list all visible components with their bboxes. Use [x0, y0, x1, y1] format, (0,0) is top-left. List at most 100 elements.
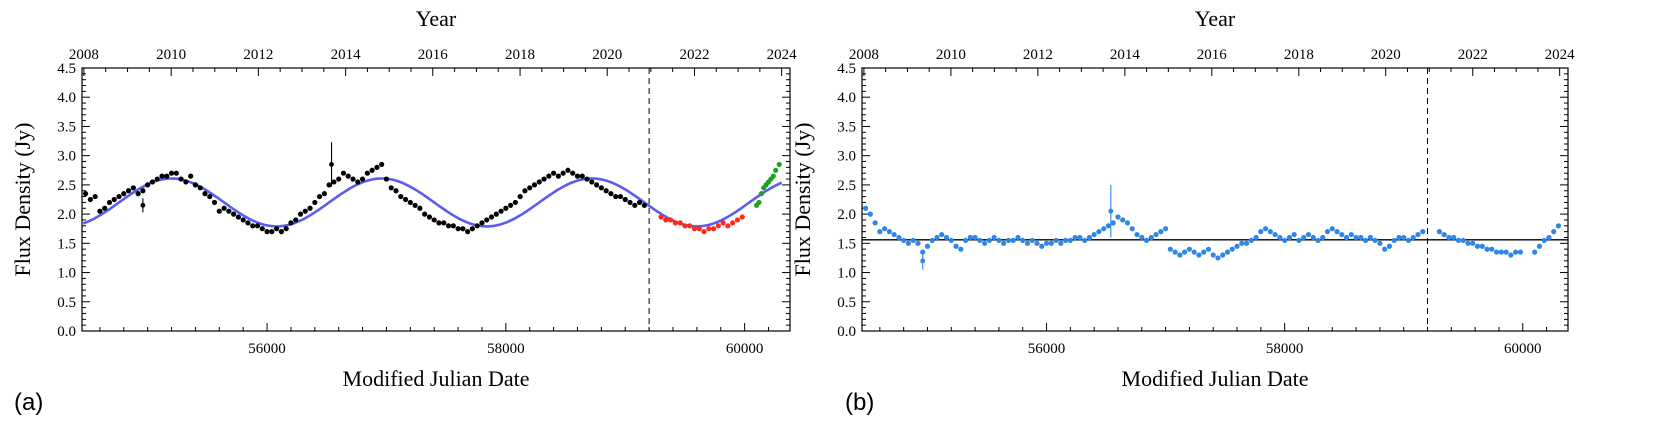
data-point-a-s0: [168, 170, 175, 176]
data-point-a-s0: [422, 211, 428, 217]
data-point-a-s0: [211, 199, 218, 206]
x-axis-title-a: Modified Julian Date: [343, 366, 530, 391]
top-tick-label-a: 2016: [418, 47, 449, 63]
data-point-a-s0: [474, 223, 480, 229]
data-point-a-s0: [350, 176, 356, 182]
data-point-a-s0: [417, 205, 423, 211]
data-point-a-s0: [106, 199, 113, 206]
data-point-b-s0: [1382, 246, 1388, 252]
data-point-a-s1: [701, 229, 707, 235]
data-point-a-s0: [393, 188, 399, 194]
data-point-b-s0: [1120, 217, 1126, 223]
data-point-b-s0: [1258, 229, 1264, 235]
data-point-a-s0: [345, 173, 351, 179]
data-point-a-s1: [682, 223, 688, 229]
data-point-a-s0: [97, 208, 103, 214]
data-point-b-s0: [1134, 231, 1140, 238]
data-point-b-s0: [891, 231, 897, 238]
y-tick-label-a: 1.0: [57, 266, 76, 282]
data-point-a-s1: [668, 217, 674, 223]
data-point-b-s0: [1086, 234, 1092, 241]
data-point-a-s0: [546, 173, 552, 179]
data-point-b-s0: [1182, 249, 1188, 255]
data-point-a-s0: [116, 193, 122, 200]
data-point-b-s0: [1082, 237, 1088, 244]
data-point-b-s0: [1077, 234, 1083, 241]
y-tick-label-a: 2.0: [57, 207, 76, 223]
data-point-b-s0: [1248, 237, 1254, 244]
data-point-a-s0: [493, 211, 499, 217]
data-point-b-s0: [1410, 234, 1416, 241]
panel-b: 0.0 0.5 1.0 1.5 2.0 2.5 3.0 3.5 4.0 4.5 56000 58000…: [790, 6, 1575, 391]
data-point-a-s0: [231, 211, 237, 217]
data-point-a-s2: [773, 167, 779, 173]
data-point-a-s0: [484, 217, 490, 223]
data-point-b-s0: [953, 243, 959, 249]
data-point-a-s0: [216, 208, 222, 214]
data-point-a-s0: [407, 199, 413, 206]
data-point-b-s0: [1551, 229, 1557, 235]
data-point-a-s0: [164, 173, 170, 179]
data-point-b-s0: [1115, 214, 1121, 220]
panel-label-b: (b): [845, 389, 874, 416]
data-point-b-s0: [1234, 243, 1240, 249]
data-point-a-s0: [441, 220, 447, 226]
data-point-a-s2: [770, 173, 776, 179]
data-point-a-s0: [140, 188, 146, 194]
data-point-b-s0: [1446, 234, 1452, 241]
data-point-b-s0: [1205, 246, 1212, 252]
data-point-b-s0: [1470, 240, 1476, 246]
data-point-a-s0: [283, 226, 289, 232]
data-point-b-s0: [1191, 249, 1197, 255]
data-point-a-s0: [355, 179, 361, 185]
data-point-b-s0: [1420, 229, 1426, 235]
data-point-a-s0: [359, 176, 366, 182]
top-tick-label-b: 2012: [1023, 47, 1053, 63]
data-point-a-s0: [598, 185, 604, 191]
data-point-a-s0: [188, 173, 194, 179]
data-point-b-s0: [1465, 240, 1471, 246]
data-point-a-s0: [522, 188, 528, 194]
data-point-b-s0: [1220, 252, 1226, 258]
data-point-a-s0: [508, 202, 514, 208]
data-point-b-s0: [920, 249, 926, 255]
data-point-b-s0: [1391, 237, 1397, 244]
data-point-b-s0: [1441, 231, 1447, 238]
data-point-b-s0: [1415, 231, 1421, 238]
data-point-b-s0: [1401, 234, 1407, 241]
top-tick-label-b: 2018: [1284, 47, 1314, 63]
data-point-b-s0: [996, 237, 1002, 244]
data-point-a-s1: [663, 217, 669, 223]
data-point-a-s0: [603, 188, 609, 194]
data-point-b-s0: [1139, 234, 1145, 241]
data-point-a-s0: [87, 196, 93, 203]
data-point-b-s0: [1034, 240, 1040, 246]
data-point-a-s0: [145, 182, 151, 188]
y-axis-title-a: Flux Density (Jy): [10, 123, 35, 277]
top-axis-title-a: Year: [416, 6, 457, 31]
data-point-b-s0: [1158, 229, 1164, 235]
top-tick-label-b: 2016: [1197, 47, 1228, 63]
data-point-b-s0: [1243, 240, 1250, 246]
data-point-b-s0: [1503, 249, 1509, 255]
data-point-b-s0: [924, 243, 931, 249]
error-bar-point-b: [1108, 208, 1114, 214]
data-point-a-s0: [622, 196, 628, 203]
data-point-a-s0: [316, 193, 323, 200]
data-point-a-s0: [336, 176, 342, 182]
data-point-b-s0: [1110, 220, 1116, 226]
panel-a: 0.0 0.5 1.0 1.5 2.0 2.5 3.0 3.5 4.0 4.5 56000 58000…: [10, 6, 797, 391]
data-point-a-s0: [498, 208, 504, 214]
data-point-b-s0: [1167, 246, 1173, 252]
data-point-b-s0: [1029, 237, 1035, 244]
data-point-b-s0: [1367, 234, 1373, 241]
data-point-a-s0: [321, 191, 327, 197]
data-point-b-s0: [1489, 246, 1495, 252]
data-point-a-s0: [269, 229, 275, 235]
y-tick-label-b: 0.0: [837, 324, 856, 340]
data-point-a-s0: [383, 176, 390, 182]
data-point-b-s0: [1455, 237, 1462, 244]
data-point-a-s2: [758, 191, 764, 197]
data-point-b-s0: [1358, 234, 1364, 241]
data-point-b-s0: [877, 229, 883, 235]
